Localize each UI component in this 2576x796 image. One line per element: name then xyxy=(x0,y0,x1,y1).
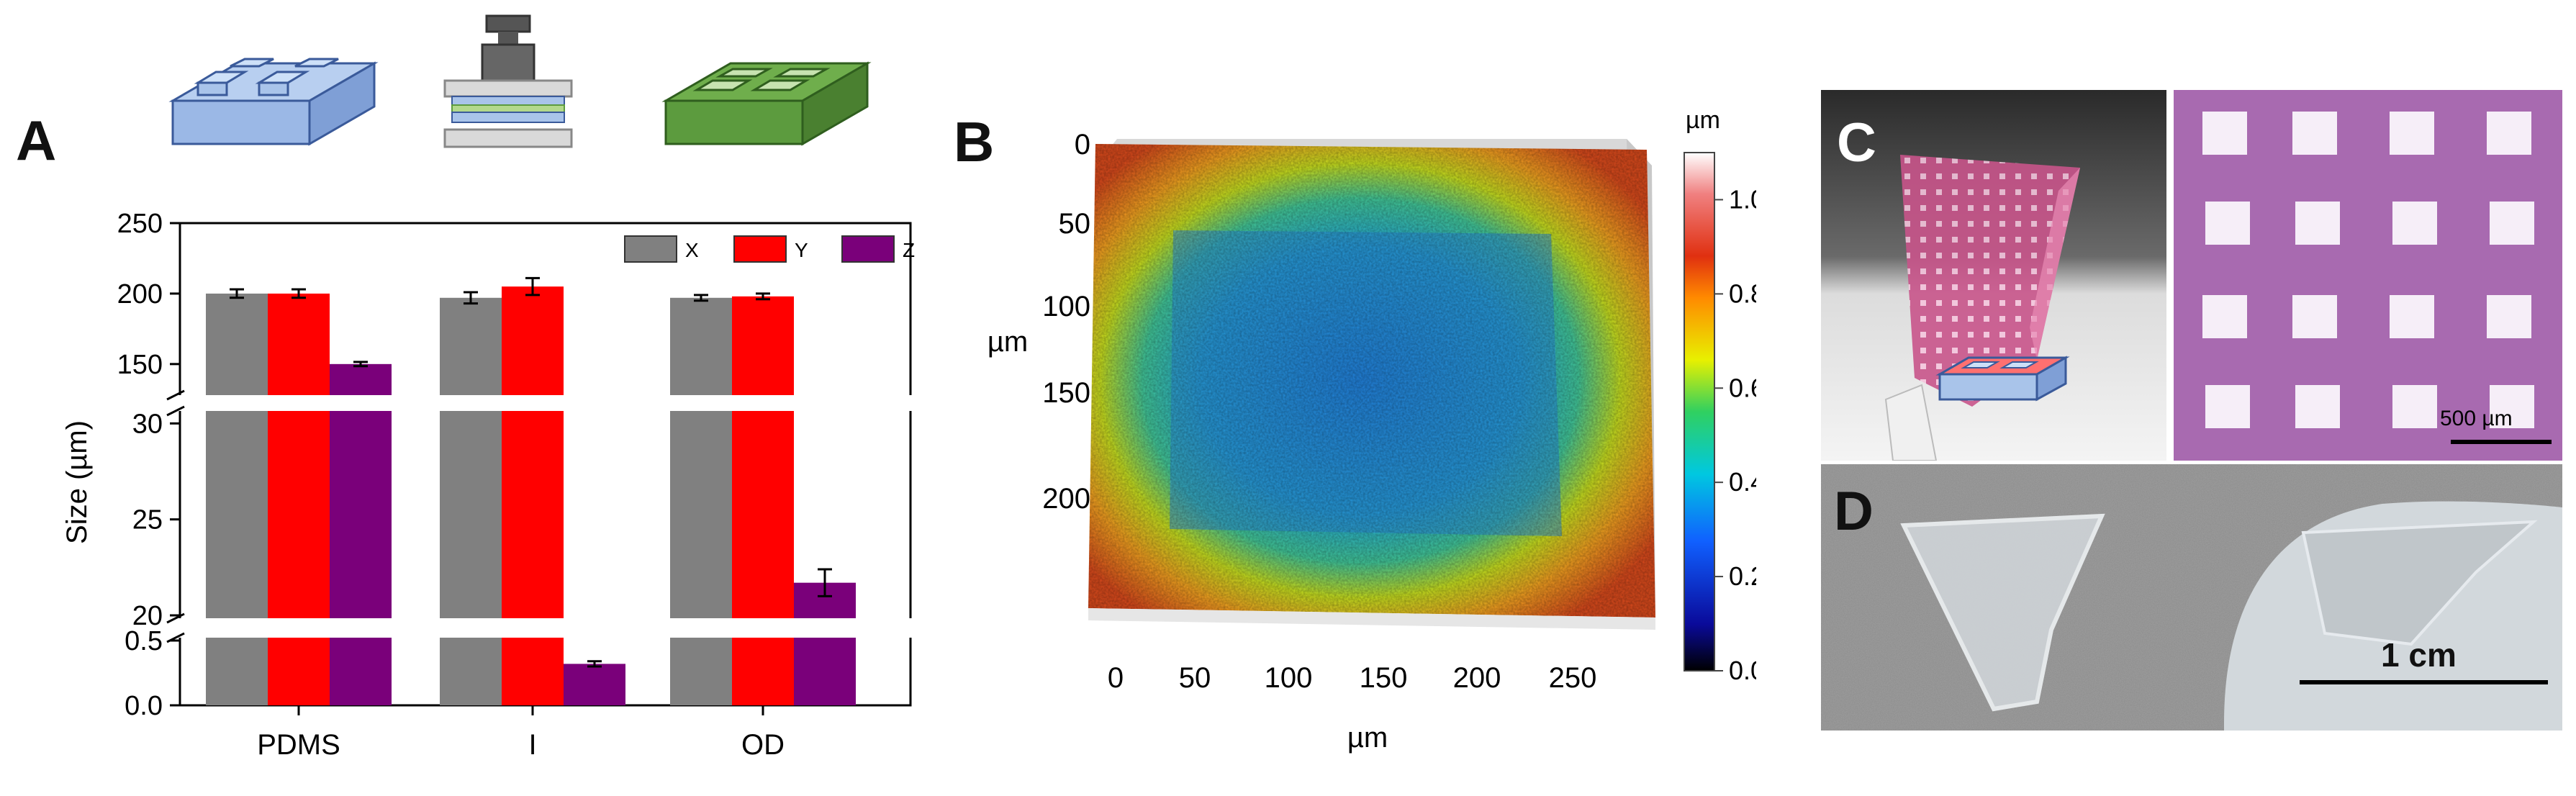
colorbar-tick-label: 0.6 xyxy=(1729,373,1756,402)
micrograph-well-grid xyxy=(2202,112,2534,428)
od-membrane-icon xyxy=(661,61,872,146)
colorbar-tick-label: 0.4 xyxy=(1729,467,1756,497)
y-tick-label: 0.0 xyxy=(125,691,163,721)
legend-swatch-z xyxy=(841,235,895,263)
y-tick-label: 200 xyxy=(117,279,163,309)
panel-a-letter: A xyxy=(16,109,57,172)
x-axis-label: µm xyxy=(1347,722,1388,754)
well-square xyxy=(2292,295,2337,338)
well-square xyxy=(2292,112,2337,155)
well-square xyxy=(2487,112,2531,155)
well-square xyxy=(2390,112,2434,155)
panel-a-icons xyxy=(168,14,872,148)
bar-x-od xyxy=(670,297,732,705)
bar-y-od xyxy=(732,296,794,705)
colorbar-tick-label: 0.8 xyxy=(1729,279,1756,308)
pdms-mold-icon xyxy=(168,58,379,146)
bar-x-pdms xyxy=(206,293,268,705)
y-tick-label: 50 xyxy=(1059,208,1091,240)
bar-z-od xyxy=(794,582,856,705)
error-bar-x-od xyxy=(694,294,708,302)
error-bar-y-pdms xyxy=(292,288,306,299)
error-bar-z-i xyxy=(587,660,602,668)
well-square xyxy=(2392,385,2437,428)
y-tick-label: 30 xyxy=(132,409,163,439)
error-bar-y-od xyxy=(756,292,770,301)
bar-y-i xyxy=(502,286,564,705)
well-square xyxy=(2390,295,2434,338)
y-tick-label: 20 xyxy=(132,601,163,631)
error-bar-x-i xyxy=(464,291,478,305)
y-tick-label: 200 xyxy=(1042,483,1090,515)
well-square xyxy=(2490,202,2534,245)
colorbar-tick-label: 0.0 xyxy=(1729,656,1756,685)
panel-a-bar-chart: 0.0 0.520 25 30 150 200 250 PDMS I OD X Y Z Size (… xyxy=(61,209,928,761)
dry-membrane xyxy=(1900,513,2105,712)
well-square xyxy=(2205,385,2250,428)
error-bar-z-od xyxy=(818,568,832,597)
bar-z-i xyxy=(564,664,625,705)
x-tick-label: 100 xyxy=(1265,662,1313,694)
well-square xyxy=(2295,385,2340,428)
well-square xyxy=(2205,202,2250,245)
x-tick-label: 50 xyxy=(1179,662,1211,694)
bar-z-pdms xyxy=(330,363,392,705)
scale-bar-1cm: 1 cm xyxy=(2381,636,2457,674)
legend-swatch-x xyxy=(624,235,677,263)
y-tick-label: 25 xyxy=(132,505,163,535)
well-square xyxy=(2490,385,2534,428)
y-axis-label: µm xyxy=(988,326,1028,358)
well-square xyxy=(2487,295,2531,338)
panel-c-letter: C xyxy=(1837,112,1876,173)
legend-label-x: X xyxy=(685,239,699,261)
x-tick-label: 150 xyxy=(1360,662,1408,694)
x-tick-label: 250 xyxy=(1549,662,1597,694)
legend-swatch-y xyxy=(733,235,787,263)
bar-y-pdms xyxy=(268,293,330,705)
axis-break-gap xyxy=(162,395,928,411)
legend-label-y: Y xyxy=(795,239,808,261)
colorbar-tick-label: 1.0 xyxy=(1729,184,1756,214)
y-tick-label: 150 xyxy=(1042,377,1090,409)
legend-label-z: Z xyxy=(903,239,915,261)
well-square xyxy=(2202,295,2247,338)
panel-c-photos: C 500 µm xyxy=(1821,90,2562,461)
axis-break-mark xyxy=(166,405,185,417)
x-tick-label: 200 xyxy=(1453,662,1501,694)
colorbar-label: µm xyxy=(1686,107,1720,134)
colorbar xyxy=(1684,152,1715,671)
y-tick-label: 250 xyxy=(117,209,163,239)
x-tick-label: I xyxy=(528,729,536,761)
y-tick-label: 0 xyxy=(1075,129,1090,160)
panel-b-surface-plot: 0 50 100 150 200 0 50 100 150 200 250 µm µm µm 0.… xyxy=(988,107,1756,754)
well-square xyxy=(2202,112,2247,155)
bar-x-i xyxy=(440,297,502,705)
photo-tweezer xyxy=(1884,384,1938,461)
mold-inset-icon xyxy=(1935,356,2070,402)
panel-d-photo: D 1 cm xyxy=(1821,464,2562,731)
axis-break-mark xyxy=(166,389,185,401)
panel-b-letter: B xyxy=(954,110,995,173)
x-tick-label: 0 xyxy=(1108,662,1124,694)
well-square xyxy=(2392,202,2437,245)
y-tick-label: 0.5 xyxy=(125,626,163,656)
error-bar-x-pdms xyxy=(230,288,244,299)
x-tick-label: PDMS xyxy=(257,729,340,761)
panel-d-letter: D xyxy=(1834,481,1874,542)
y-tick-label: 100 xyxy=(1042,291,1090,322)
y-axis-label: Size (µm) xyxy=(61,420,93,544)
x-tick-label: OD xyxy=(741,729,785,761)
colorbar-tick-label: 0.2 xyxy=(1729,561,1756,591)
y-tick-label: 150 xyxy=(117,350,163,380)
scale-bar-500um: 500 µm xyxy=(2440,407,2513,430)
axis-break-mark xyxy=(166,612,185,624)
error-bar-y-i xyxy=(525,276,540,297)
axis-break-gap xyxy=(162,618,928,638)
press-icon xyxy=(443,14,573,148)
error-bar-z-pdms xyxy=(353,361,368,368)
well-square xyxy=(2295,202,2340,245)
